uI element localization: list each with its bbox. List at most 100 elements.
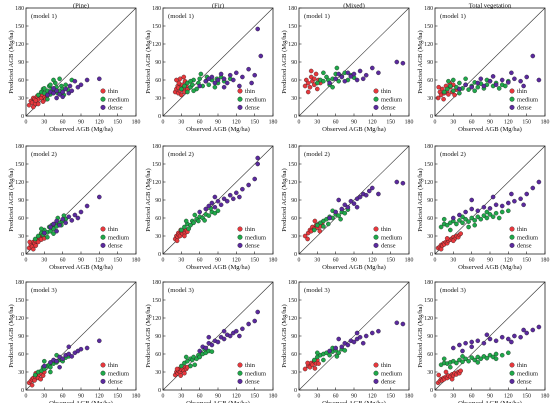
legend-swatch-dense — [237, 378, 243, 384]
y-tick-label: 90 — [18, 60, 24, 66]
data-point — [376, 191, 381, 197]
data-point — [333, 345, 338, 351]
data-point — [48, 224, 53, 230]
data-point — [484, 209, 490, 215]
data-point — [524, 191, 529, 197]
data-point — [506, 208, 511, 214]
data-point — [339, 74, 345, 80]
data-point — [460, 354, 465, 359]
y-tick-label: 60 — [18, 352, 24, 358]
y-axis-label: Predicted AGB (Mg/ha) — [145, 30, 152, 93]
data-point — [475, 80, 481, 86]
data-point — [484, 215, 490, 221]
y-tick-label: 180 — [288, 280, 297, 286]
data-point — [192, 212, 198, 218]
x-tick-label: 150 — [113, 394, 122, 400]
data-point — [312, 76, 317, 82]
series-thin — [172, 364, 190, 378]
x-tick-label: 180 — [405, 258, 414, 264]
y-tick-label: 30 — [291, 234, 297, 240]
data-point — [188, 363, 193, 369]
data-point — [376, 328, 381, 334]
data-point — [60, 216, 65, 222]
legend-label-thin: thin — [517, 226, 528, 233]
data-point — [224, 198, 230, 204]
data-point — [42, 363, 47, 369]
data-point — [457, 90, 462, 96]
legend-swatch-medium — [237, 96, 243, 102]
data-point — [315, 350, 320, 356]
x-axis-label: Observed AGB (Mg/ha) — [49, 400, 113, 403]
data-point — [29, 382, 35, 388]
series-thin — [302, 357, 321, 372]
data-point — [530, 185, 536, 191]
data-point — [336, 197, 341, 203]
data-point — [32, 372, 38, 378]
data-point — [330, 84, 335, 90]
data-point — [469, 197, 474, 203]
data-point — [446, 92, 451, 97]
y-axis-label: Predicted AGB (Mg/ha) — [281, 304, 288, 367]
data-point — [186, 226, 191, 232]
x-tick-label: 180 — [541, 120, 550, 126]
series-medium — [438, 350, 511, 370]
x-tick-label: 30 — [41, 258, 47, 264]
data-point — [174, 366, 180, 372]
x-tick-label: 60 — [197, 120, 203, 126]
legend-label-dense: dense — [108, 379, 123, 386]
data-point — [336, 213, 341, 218]
data-point — [441, 96, 446, 102]
data-point — [499, 77, 505, 83]
data-point — [518, 334, 523, 340]
data-point — [31, 104, 36, 110]
data-point — [202, 218, 207, 223]
data-point — [327, 352, 332, 358]
legend-label-medium: medium — [245, 96, 266, 103]
data-point — [26, 102, 32, 108]
series-dense — [42, 194, 102, 236]
panel-p9: 0 30 60 90 120 150 180 0 30 60 90 120 150 180 Observed… — [8, 280, 140, 403]
data-point — [333, 209, 338, 215]
panel-title: (Fir) — [212, 3, 224, 10]
legend-swatch-medium — [237, 234, 243, 240]
series-dense — [327, 59, 406, 86]
data-point — [451, 238, 456, 244]
x-tick-label: 120 — [95, 120, 104, 126]
x-tick-label: 30 — [314, 394, 320, 400]
data-point — [182, 233, 187, 239]
data-point — [231, 196, 236, 202]
data-point — [448, 364, 453, 370]
data-point — [339, 206, 345, 212]
data-point — [326, 221, 331, 227]
y-tick-label: 30 — [155, 234, 161, 240]
data-point — [454, 221, 459, 227]
data-point — [466, 224, 471, 230]
y-tick-label: 180 — [15, 144, 24, 150]
y-axis-label: Predicted AGB (Mg/ha) — [8, 168, 15, 231]
y-tick-label: 120 — [152, 180, 161, 186]
data-point — [336, 350, 341, 356]
data-point — [197, 83, 202, 89]
data-point — [469, 206, 474, 212]
data-point — [54, 88, 59, 94]
legend-swatch-dense — [373, 378, 379, 384]
data-point — [69, 218, 75, 223]
data-point — [234, 190, 239, 196]
data-point — [327, 348, 332, 354]
data-point — [481, 204, 487, 210]
y-tick-label: 0 — [294, 114, 297, 120]
x-tick-label: 90 — [215, 394, 221, 400]
y-tick-label: 150 — [424, 162, 433, 168]
data-point — [42, 230, 47, 236]
data-point — [33, 243, 39, 248]
data-point — [45, 234, 50, 240]
series-dense — [197, 309, 260, 354]
series-medium — [438, 208, 511, 233]
data-point — [342, 202, 348, 208]
x-tick-label: 180 — [269, 120, 278, 126]
data-point — [302, 83, 308, 89]
y-tick-label: 0 — [294, 252, 297, 258]
data-point — [218, 71, 224, 77]
